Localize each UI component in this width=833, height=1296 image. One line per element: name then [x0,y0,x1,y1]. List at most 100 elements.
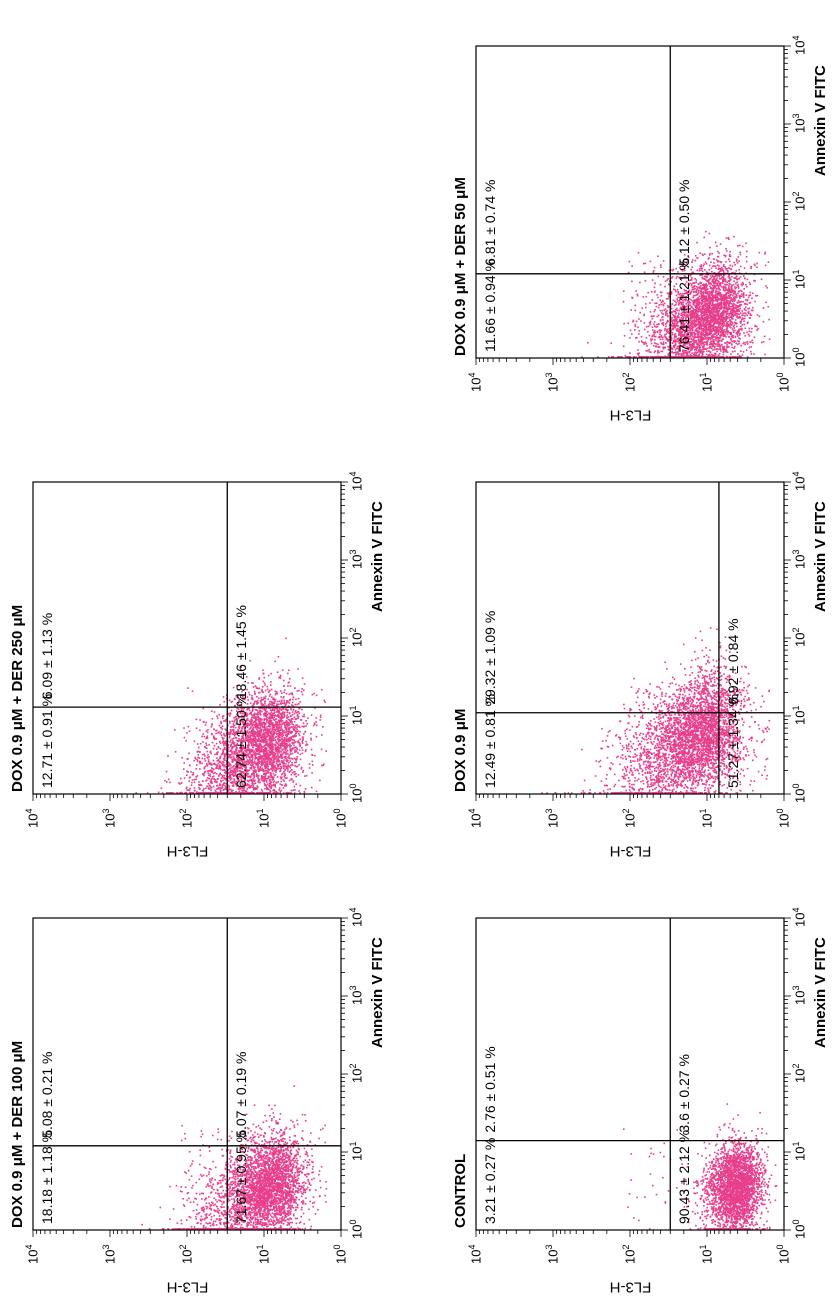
event-dot [643,783,645,785]
event-dot [699,685,701,687]
event-dot [739,1143,741,1145]
event-dot [654,738,656,740]
event-dot [730,1208,732,1210]
event-dot [751,1222,753,1224]
event-dot [734,1170,736,1172]
event-dot [712,1209,714,1211]
event-dot [704,1142,706,1144]
event-dot [674,694,676,696]
event-dot [691,683,693,685]
event-dot [646,739,648,741]
event-dot [685,772,687,774]
event-dot [736,1220,738,1222]
event-dot [638,740,640,742]
event-dot [650,777,652,779]
event-dot [697,1212,699,1214]
event-dot [721,1218,723,1220]
event-dot [688,756,690,758]
event-dot [757,1169,759,1171]
event-dot [748,1178,750,1180]
event-dot [734,1152,736,1154]
event-dot [706,1207,708,1209]
event-dot [756,1222,758,1224]
event-dot [721,1171,723,1173]
event-dot [737,1167,739,1169]
event-dot [710,1183,712,1185]
event-dot [735,1179,737,1181]
event-dot [734,1225,736,1227]
event-dot [650,739,652,741]
event-dot [689,694,691,696]
event-dot [746,1215,748,1217]
event-dot [723,1145,725,1147]
event-dot [719,1129,721,1131]
event-dot [745,1142,747,1144]
event-dot [743,1155,745,1157]
event-dot [710,685,712,687]
event-dot [720,645,722,647]
event-dot [667,768,669,770]
event-dot [741,1224,743,1226]
event-dot [750,1150,752,1152]
event-dot [748,1168,750,1170]
event-dot [637,691,639,693]
event-dot [746,1148,748,1150]
event-dot [646,749,648,751]
event-dot [622,754,624,756]
event-dot [737,1114,739,1116]
event-dot [716,677,718,679]
event-dot [626,744,628,746]
event-dot [720,1224,722,1226]
event-dot [735,1148,737,1150]
event-dot [758,1199,760,1201]
event-dot [726,1168,728,1170]
event-dot [705,1198,707,1200]
event-dot [701,1214,703,1216]
event-dot [633,1217,635,1219]
event-dot [714,1214,716,1216]
event-dot [655,736,657,738]
event-dot [766,1207,768,1209]
event-dot [705,1174,707,1176]
event-dot [641,711,643,713]
event-dot [644,1196,646,1198]
event-dot [717,1134,719,1136]
event-dot [699,727,701,729]
event-dot [713,768,715,770]
event-dot [741,1202,743,1204]
event-dot [752,1193,754,1195]
event-dot [748,1151,750,1153]
event-dot [665,720,667,722]
event-dot [725,1164,727,1166]
event-dot [726,1220,728,1222]
event-dot [658,784,660,786]
event-dot [664,662,666,664]
event-dot [601,780,603,782]
event-dot [634,770,636,772]
event-dot [690,687,692,689]
event-dot [661,774,663,776]
event-dot [731,1164,733,1166]
event-dot [758,1178,760,1180]
event-dot [715,1165,717,1167]
event-dot [739,1198,741,1200]
event-dot [663,748,665,750]
event-dot [645,769,647,771]
event-dot [707,660,709,662]
event-dot [607,789,609,791]
event-dot [703,1181,705,1183]
event-dot [729,1164,731,1166]
event-dot [675,684,677,686]
event-dot [708,657,710,659]
event-dot [684,684,686,686]
event-dot [736,1226,738,1228]
event-dot [698,742,700,744]
event-dot [720,750,722,752]
event-dot [757,1208,759,1210]
event-dot [664,1143,666,1145]
event-dot [718,1203,720,1205]
event-dot [775,1200,777,1202]
event-dot [680,783,682,785]
event-dot [674,723,676,725]
